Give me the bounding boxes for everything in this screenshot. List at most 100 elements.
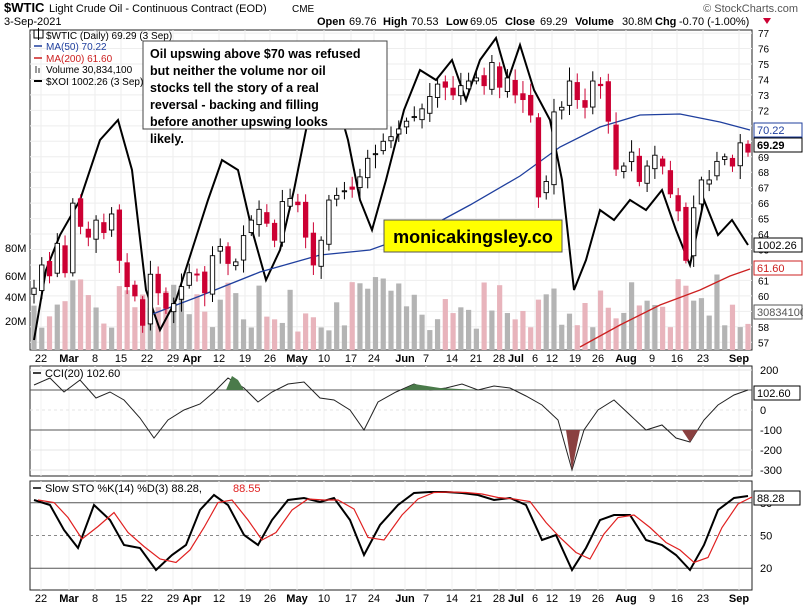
xoi-tag: 1002.26 (757, 240, 797, 252)
volume-bar (116, 286, 122, 350)
x-axis-tick-bottom: 23 (697, 593, 709, 605)
xoi-line (33, 35, 749, 341)
close-label: Close (505, 16, 535, 28)
annotation-line: stocks tell the story of a real (150, 81, 319, 95)
candle-body (737, 142, 743, 167)
candle-body (171, 303, 177, 313)
volume-bar (434, 319, 441, 350)
volume-bar (559, 324, 565, 350)
candle-body (659, 158, 666, 167)
ma50-line (149, 113, 751, 316)
candle-body (271, 222, 278, 241)
candle-body (691, 207, 697, 257)
candle-body (559, 106, 565, 111)
x-axis-tick: 9 (649, 353, 655, 365)
volume-bar (310, 317, 316, 350)
volume-bar (504, 313, 511, 350)
volume-bar (706, 315, 712, 350)
volume-bar (46, 316, 53, 350)
cci-axis-tick: -200 (760, 445, 782, 457)
candle-body (489, 62, 495, 90)
legend-ma200: MA(200) 61.60 (46, 54, 113, 65)
volume-bar (714, 274, 720, 350)
volume-bar (613, 318, 619, 350)
candle-body (465, 80, 472, 90)
volume-bar (621, 312, 627, 350)
legend-xoi: $XOI 1002.26 (3 Sep) (46, 77, 143, 88)
volume-bar (349, 282, 355, 350)
candle-body (388, 136, 394, 142)
x-axis-tick: Sep (729, 353, 749, 365)
volume-bar (737, 327, 743, 350)
price-axis-tick: 64 (758, 230, 770, 241)
sto-d-value: 88.55 (233, 483, 261, 495)
price-axis-tick: 68 (758, 168, 770, 179)
candle-body (582, 100, 588, 108)
volume-bar (745, 323, 751, 350)
price-axis-tick: 72 (758, 106, 770, 117)
volume-bar (574, 325, 580, 350)
x-axis-tick-bottom: 21 (470, 593, 482, 605)
candle-body (652, 154, 658, 170)
candle-body (54, 242, 60, 274)
candle-body (279, 201, 285, 243)
x-axis-tick-bottom: 15 (115, 593, 127, 605)
x-axis-tick-bottom: May (286, 593, 308, 605)
price-axis-tick: 57 (758, 338, 770, 349)
volume-bar (388, 290, 394, 350)
candle-body (116, 209, 123, 261)
down-arrow-icon (763, 18, 771, 24)
volume-bar (194, 294, 200, 350)
price-legend: $WTIC (Daily) 69.29 (3 Sep) MA(50) 70.22… (33, 28, 172, 88)
candle-body (442, 81, 448, 88)
chg-label: Chg (655, 16, 676, 28)
sto-last-tag: 88.28 (757, 493, 785, 505)
volume-bar (93, 307, 99, 350)
volume-axis-tick: 80M (5, 243, 26, 255)
exchange-label: CME (292, 4, 315, 15)
legend-wtic: $WTIC (Daily) 69.29 (3 Sep) (46, 31, 172, 42)
legend-volume: Volume 30,834,100 (46, 65, 133, 76)
cci-tag-box (753, 385, 801, 401)
x-axis-tick: 19 (569, 353, 581, 365)
volume-bar (334, 302, 340, 350)
volume-bar (39, 327, 45, 350)
volume-bar (698, 298, 705, 350)
x-axis-tick-bottom: 8 (92, 593, 98, 605)
candle-body (124, 262, 130, 288)
candle-body (62, 245, 68, 274)
candle-body (621, 165, 627, 172)
cci-axis-tick: 200 (760, 365, 778, 377)
volume-bar (341, 325, 348, 350)
volume-bar (225, 282, 231, 350)
candle-body (535, 117, 542, 198)
candle-body (163, 292, 169, 309)
ma50-tag-box (753, 122, 803, 138)
volume-bar (605, 307, 611, 350)
x-axis-tick-bottom: 9 (649, 593, 655, 605)
volume-bar (70, 280, 76, 350)
candle-body (349, 186, 355, 190)
x-axis-tick-bottom: 12 (546, 593, 558, 605)
cci-negative-area (566, 430, 580, 470)
candle-body (233, 261, 239, 267)
ma50-tag: 70.22 (757, 125, 785, 137)
ma200-tag: 61.60 (757, 263, 785, 275)
candle-body (341, 190, 348, 193)
volume-bar (628, 282, 635, 350)
x-axis-tick-bottom: Jul (508, 593, 524, 605)
candle-body (101, 222, 107, 233)
sto-d-line (37, 491, 753, 564)
volume-bar (326, 330, 332, 350)
x-axis-tick-bottom: 12 (213, 593, 225, 605)
volume-bar (535, 299, 542, 350)
sto-title: Slow STO %K(14) %D(3) 88.28, (45, 483, 202, 495)
price-axis-tick: 58 (758, 323, 770, 334)
candle-body (427, 96, 433, 114)
volume-bar (675, 279, 681, 350)
candle-body (256, 208, 262, 226)
volume-bar (481, 282, 487, 350)
x-axis-tick: 29 (167, 353, 179, 365)
volume-bar (85, 295, 91, 350)
candle-body (520, 93, 526, 101)
